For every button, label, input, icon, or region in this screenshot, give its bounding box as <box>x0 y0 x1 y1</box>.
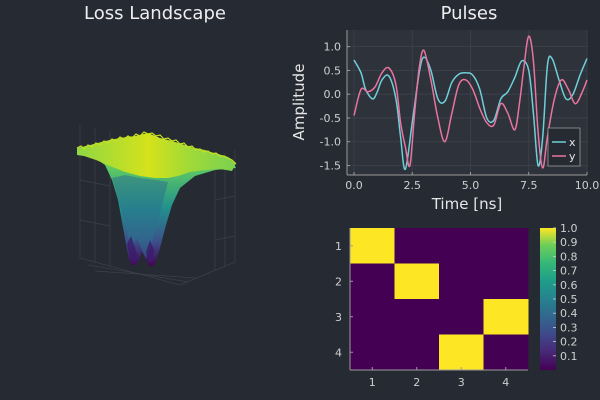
pulses-x-tick-label: 5.0 <box>462 179 480 192</box>
pulses-y-tick-label: 0.5 <box>324 64 342 77</box>
pulses-y-tick-label: -1.5 <box>320 159 341 172</box>
pulses-y-tick-label: -0.5 <box>320 112 341 125</box>
heatmap-x-tick-label: 4 <box>502 376 509 389</box>
pulses-y-tick-label: -1.0 <box>320 136 341 149</box>
loss-surface-rim-noise <box>76 131 237 165</box>
legend-label-x: x <box>569 136 576 149</box>
heatmap-y-tick-label: 3 <box>335 311 342 324</box>
heatmap-cell <box>394 299 440 335</box>
heatmap-cell <box>483 334 529 371</box>
colorbar-ticks: 1.00.90.8 0.70.60.50.40.3 0.20.1 <box>553 222 578 363</box>
heatmap-cell <box>483 263 529 300</box>
heatmap-x-tick-label: 3 <box>458 376 465 389</box>
pulses-x-tick-label: 7.5 <box>520 179 538 192</box>
heatmap-cell <box>439 263 484 300</box>
heatmap-cell <box>483 228 529 264</box>
pulses-y-tick-label: 0.0 <box>324 88 342 101</box>
heatmap-cell <box>439 299 484 335</box>
heatmap-cell <box>439 334 484 371</box>
heatmap-cells <box>350 228 529 371</box>
heatmap-y-tick-label: 2 <box>335 275 342 288</box>
pulses-plot-area <box>347 30 587 175</box>
colorbar-tick-label: 0.7 <box>560 265 578 278</box>
heatmap-x-ticks: 1 2 3 4 <box>369 367 509 389</box>
heatmap-cell <box>394 334 440 371</box>
heatmap-cell <box>350 334 395 371</box>
loss-surface-valley <box>112 175 168 258</box>
colorbar-tick-label: 0.9 <box>560 236 578 249</box>
colorbar-tick-label: 0.3 <box>560 321 578 334</box>
pulses-x-tick-label: 0.0 <box>345 179 363 192</box>
pulses-x-tick-label: 2.5 <box>403 179 421 192</box>
loss-surface-top <box>77 133 236 178</box>
pulses-x-ticks: 0.0 2.5 5.0 7.5 10.0 <box>345 172 599 192</box>
heatmap-cell <box>394 228 440 264</box>
colorbar-tick-label: 0.6 <box>560 279 578 292</box>
heatmap-cell <box>394 263 440 300</box>
pulses-series <box>353 35 588 171</box>
heatmap-panel: 1 2 3 4 1 2 3 4 1.00.90.8 0.70.60.50.40.3 0.20.1 <box>335 222 578 389</box>
pulses-y-ticks: 1.0 0.5 0.0 -0.5 -1.0 -1.5 <box>320 41 350 172</box>
heatmap-y-tick-label: 1 <box>335 240 342 253</box>
pulses-series-x-line <box>353 55 588 171</box>
colorbar-tick-label: 0.1 <box>560 350 578 363</box>
heatmap-cell <box>483 299 529 335</box>
pulses-panel: Pulses 0.0 2.5 5.0 7.5 10.0 1.0 0.5 0.0 -0.5 -1.… <box>290 3 599 213</box>
pulses-title: Pulses <box>441 3 498 24</box>
heatmap-cell <box>439 228 484 264</box>
pulses-legend: x y <box>547 127 581 167</box>
colorbar-tick-label: 0.4 <box>560 307 578 320</box>
heatmap-cell <box>350 299 395 335</box>
pulses-y-label: Amplitude <box>290 64 308 141</box>
heatmap-x-tick-label: 2 <box>413 376 420 389</box>
heatmap-y-tick-label: 4 <box>335 346 342 359</box>
loss-landscape-panel: Loss Landscape <box>76 3 237 286</box>
heatmap-cell <box>350 263 395 300</box>
legend-box <box>547 127 581 167</box>
pulses-series-y-line <box>353 35 588 169</box>
colorbar-tick-label: 0.2 <box>560 336 578 349</box>
colorbar-tick-label: 0.5 <box>560 293 578 306</box>
colorbar-tick-label: 1.0 <box>560 222 578 235</box>
heatmap-y-ticks: 1 2 3 4 <box>335 240 353 359</box>
pulses-y-tick-label: 1.0 <box>324 41 342 54</box>
loss-surface-minima <box>127 236 154 263</box>
colorbar <box>540 228 556 370</box>
heatmap-x-tick-label: 1 <box>369 376 376 389</box>
loss-landscape-title: Loss Landscape <box>84 3 226 24</box>
colorbar-tick-label: 0.8 <box>560 250 578 263</box>
legend-label-y: y <box>569 150 576 163</box>
heatmap-cell <box>350 228 395 264</box>
pulses-x-tick-label: 10.0 <box>575 179 600 192</box>
pulses-x-label: Time [ns] <box>431 195 503 213</box>
